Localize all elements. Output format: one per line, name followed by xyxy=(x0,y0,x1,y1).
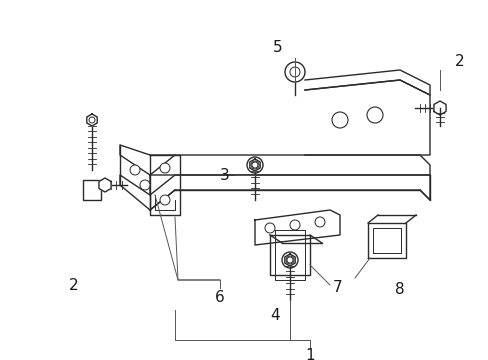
Circle shape xyxy=(246,157,263,173)
Circle shape xyxy=(289,67,299,77)
Polygon shape xyxy=(150,155,429,195)
Polygon shape xyxy=(87,114,97,126)
Polygon shape xyxy=(150,155,180,215)
Circle shape xyxy=(89,117,95,123)
Circle shape xyxy=(286,257,292,263)
Text: 5: 5 xyxy=(273,40,282,55)
Polygon shape xyxy=(254,210,339,245)
Polygon shape xyxy=(249,159,260,171)
Polygon shape xyxy=(99,178,111,192)
Circle shape xyxy=(331,112,347,128)
Circle shape xyxy=(314,217,325,227)
Circle shape xyxy=(251,162,258,168)
Text: 3: 3 xyxy=(220,167,229,183)
Text: 8: 8 xyxy=(394,283,404,297)
Circle shape xyxy=(282,252,297,268)
Circle shape xyxy=(160,163,170,173)
Polygon shape xyxy=(120,145,175,175)
Circle shape xyxy=(366,107,382,123)
Text: 4: 4 xyxy=(270,307,279,323)
Polygon shape xyxy=(305,70,429,95)
Polygon shape xyxy=(175,155,429,175)
Circle shape xyxy=(140,180,150,190)
Circle shape xyxy=(285,256,293,264)
Text: 7: 7 xyxy=(332,280,342,296)
Text: 2: 2 xyxy=(454,54,464,69)
Polygon shape xyxy=(120,175,150,210)
Circle shape xyxy=(250,161,259,169)
Bar xyxy=(83,180,101,200)
Polygon shape xyxy=(150,175,429,210)
Polygon shape xyxy=(367,223,405,258)
Polygon shape xyxy=(284,254,295,266)
Polygon shape xyxy=(269,235,309,275)
Circle shape xyxy=(264,223,274,233)
Circle shape xyxy=(285,62,305,82)
Polygon shape xyxy=(305,80,429,155)
Circle shape xyxy=(130,165,140,175)
Circle shape xyxy=(160,195,170,205)
Circle shape xyxy=(289,220,299,230)
Polygon shape xyxy=(433,101,445,115)
Text: 6: 6 xyxy=(215,291,224,306)
Text: 2: 2 xyxy=(69,278,79,292)
Text: 1: 1 xyxy=(305,347,314,360)
